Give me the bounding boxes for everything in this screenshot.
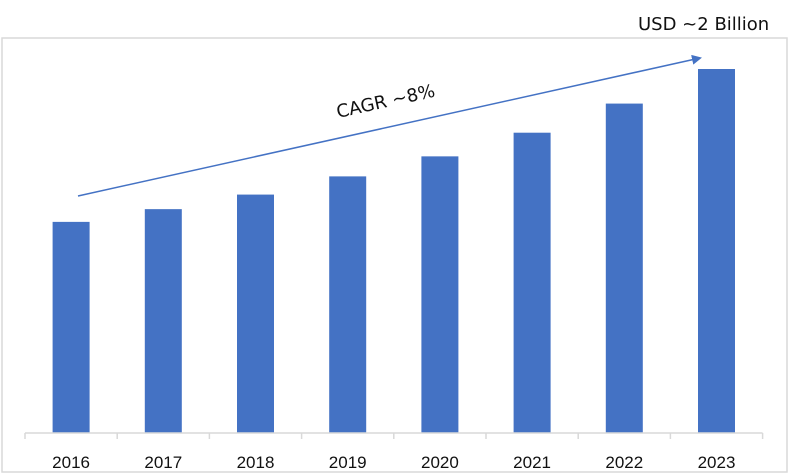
x-tick-label: 2017 [144, 453, 182, 472]
bar-2017 [144, 209, 182, 433]
x-tick-label: 2023 [698, 453, 736, 472]
end-value-annotation: USD ~2 Billion [638, 14, 769, 35]
chart-frame [1, 37, 788, 473]
x-tick-label: 2016 [52, 453, 90, 472]
bar-2022 [605, 103, 643, 433]
x-tick-label: 2020 [421, 453, 459, 472]
x-tick-label: 2022 [605, 453, 643, 472]
x-tick-label: 2021 [513, 453, 551, 472]
bar-2018 [237, 194, 274, 433]
trend-arrow [77, 54, 702, 197]
bar-2023 [698, 69, 735, 433]
x-tick-label: 2018 [237, 453, 275, 472]
bar-2019 [329, 176, 367, 433]
x-tick-label: 2019 [329, 453, 367, 472]
bar-2016 [52, 221, 90, 433]
bar-2020 [421, 156, 459, 434]
cagr-annotation: CAGR ~8% [335, 81, 438, 123]
bar-2021 [513, 132, 551, 433]
